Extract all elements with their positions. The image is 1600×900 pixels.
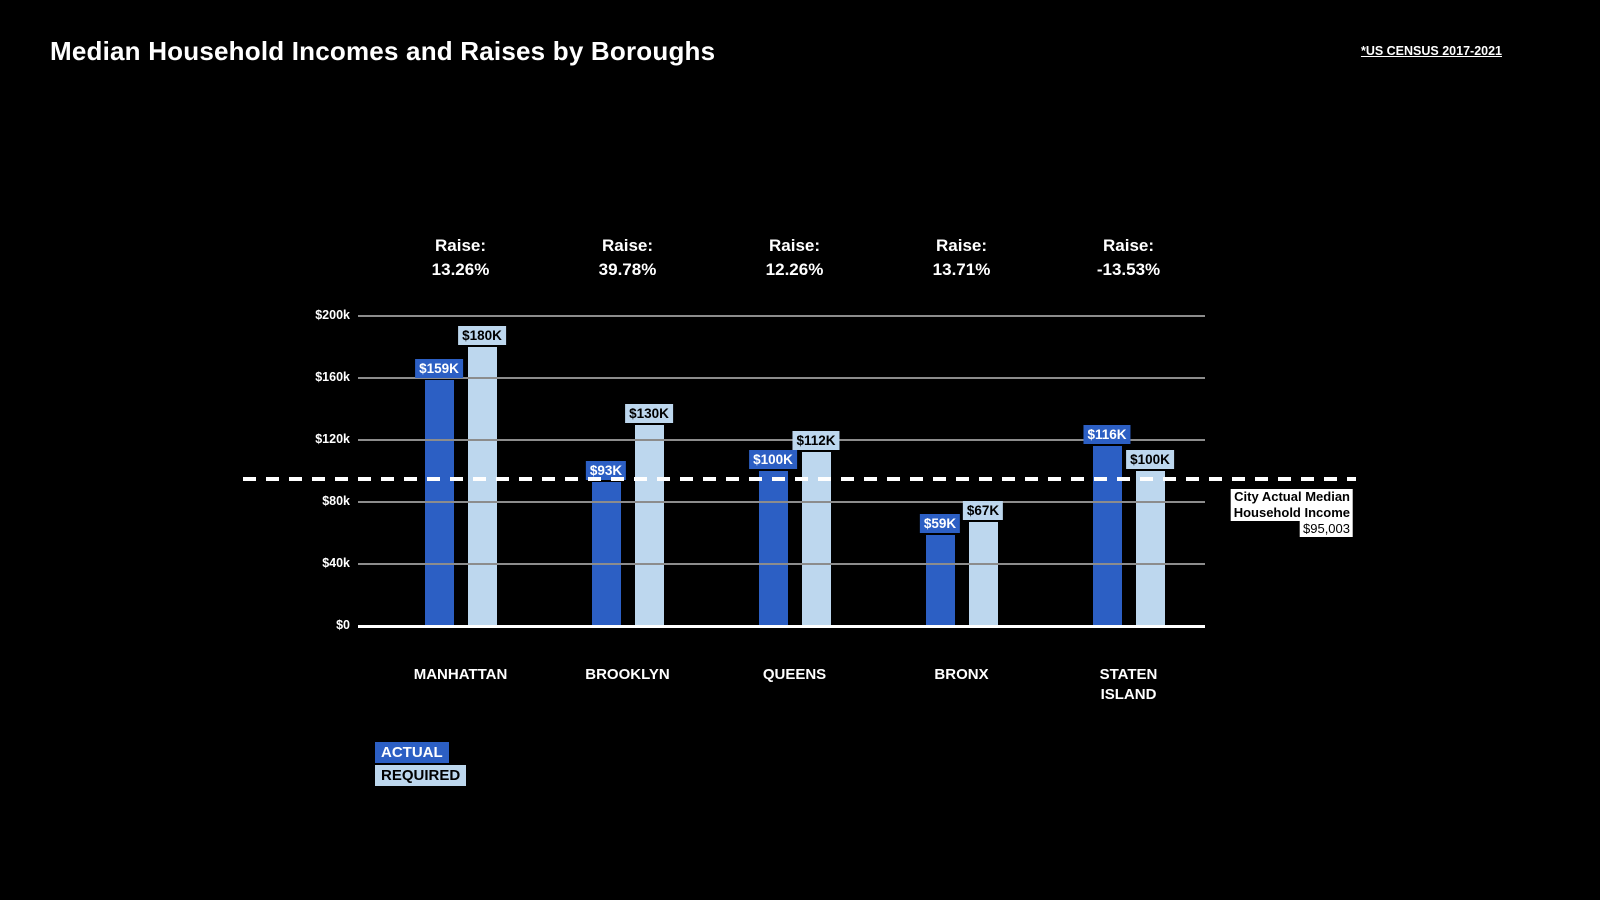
annotation-line-1: City Actual Median <box>1231 489 1353 505</box>
bar-value-label-actual: $159K <box>415 358 463 378</box>
bar-required-staten-island <box>1135 471 1165 626</box>
raise-label-manhattan: Raise: 13.26% <box>431 236 490 279</box>
bar-actual-staten-island <box>1092 446 1122 626</box>
x-axis-label-brooklyn: BROOKLYN <box>585 666 670 683</box>
bar-required-queens <box>801 452 831 626</box>
bar-value-label-required: $130K <box>625 403 673 423</box>
y-axis-tick-label: $40k <box>322 556 350 570</box>
gridline <box>358 563 1205 565</box>
legend: ACTUAL REQUIRED <box>375 742 467 786</box>
y-axis-tick-label: $200k <box>315 308 350 322</box>
gridline <box>358 315 1205 317</box>
y-axis-tick-label: $160k <box>315 370 350 384</box>
reference-dashed-line <box>243 476 1356 481</box>
bar-value-label-actual: $59K <box>919 513 961 533</box>
gridline <box>358 501 1205 503</box>
bar-required-brooklyn <box>634 424 664 626</box>
bar-value-label-required: $180K <box>458 326 506 345</box>
bar-actual-queens <box>758 471 788 626</box>
gridline <box>358 439 1205 441</box>
bar-value-label-required: $100K <box>1126 450 1174 469</box>
bar-value-label-required: $112K <box>792 431 840 451</box>
bar-actual-bronx <box>925 534 955 626</box>
raise-label-bronx: Raise: 13.71% <box>932 236 991 279</box>
bar-value-label-actual: $116K <box>1083 425 1131 445</box>
bar-value-label-required: $67K <box>962 501 1004 521</box>
raise-label-staten-island: Raise: -13.53% <box>1096 236 1161 279</box>
legend-item-actual: ACTUAL <box>375 742 449 763</box>
annotation-value: $95,003 <box>1300 521 1353 537</box>
bar-value-label-actual: $100K <box>749 450 797 469</box>
x-axis-label-manhattan: MANHATTAN <box>413 666 508 683</box>
y-axis-tick-label: $80k <box>322 494 350 508</box>
bar-actual-brooklyn <box>591 481 621 626</box>
x-axis-baseline <box>358 624 1205 628</box>
annotation-line-2: Household Income <box>1230 505 1353 521</box>
x-axis-label-queens: QUEENS <box>762 666 827 683</box>
gridline <box>358 377 1205 379</box>
x-axis-label-staten-island: STATEN ISLAND <box>1099 666 1158 703</box>
legend-item-required: REQUIRED <box>375 765 467 786</box>
x-axis-label-bronx: BRONX <box>934 666 989 683</box>
raise-label-brooklyn: Raise: 39.78% <box>598 236 657 279</box>
bar-value-label-actual: $93K <box>585 460 627 480</box>
reference-line-annotation: City Actual Median Household Income $95,… <box>1230 489 1353 537</box>
y-axis-tick-label: $120k <box>315 432 350 446</box>
bar-required-manhattan <box>467 347 497 626</box>
source-citation-link[interactable]: *US CENSUS 2017-2021 <box>1360 44 1502 58</box>
y-axis-tick-label: $0 <box>336 618 350 632</box>
raise-label-queens: Raise: 12.26% <box>765 236 824 279</box>
bar-required-bronx <box>968 522 998 626</box>
page-title: Median Household Incomes and Raises by B… <box>50 36 716 66</box>
